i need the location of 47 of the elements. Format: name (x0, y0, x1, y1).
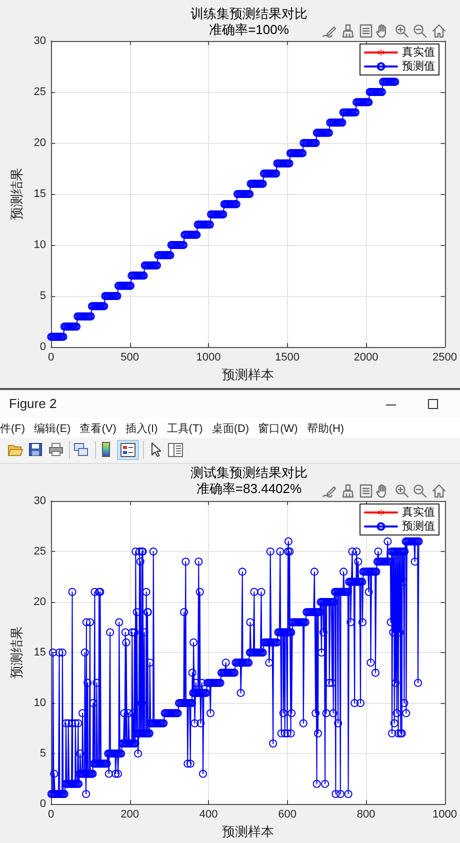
legend-label: 预测值 (402, 520, 435, 532)
text: 桌面(D) (212, 422, 250, 436)
y-axis-title: 预测结果 (8, 168, 24, 220)
x-axis-title: 预测样本 (222, 824, 274, 839)
y-tick-label: 10 (34, 239, 46, 251)
text: 工具(T) (166, 422, 203, 436)
x-tick-label: 0 (48, 352, 54, 364)
chart-subtitle: 准确率=100% (209, 22, 290, 37)
text: 查看(V) (80, 422, 116, 436)
y-axis-title: 预测结果 (8, 626, 24, 679)
text: 帮助(H) (306, 422, 344, 436)
y-tick-label: 20 (34, 137, 46, 149)
legend-label: 预测值 (402, 60, 435, 72)
y-tick-label: 0 (40, 341, 46, 353)
y-tick-label: 30 (34, 495, 46, 507)
legend-label: 真实值 (402, 46, 435, 58)
y-tick-label: 25 (34, 546, 46, 558)
text: 编辑(E) (34, 422, 71, 436)
y-tick-label: 5 (40, 748, 46, 760)
x-tick-label: 400 (199, 808, 218, 821)
caption: Figure 2 (9, 396, 57, 412)
y-tick-label: 25 (34, 86, 46, 98)
x-tick-label: 0 (48, 808, 54, 821)
legend-label: 真实值 (402, 506, 435, 518)
x-tick-label: 1000 (196, 352, 221, 364)
y-tick-label: 10 (34, 697, 46, 710)
x-tick-label: 600 (278, 808, 296, 821)
x-tick-label: 2000 (354, 352, 378, 364)
y-tick-label: 5 (40, 290, 46, 302)
x-tick-label: 800 (356, 808, 376, 821)
chart-subtitle: 准确率=83.4402% (196, 481, 302, 496)
x-tick-label: 1500 (275, 352, 300, 364)
y-tick-label: 0 (40, 798, 46, 810)
x-tick-label: 1000 (432, 808, 458, 821)
y-tick-label: 30 (34, 35, 46, 47)
y-tick-label: 15 (34, 188, 46, 200)
y-tick-label: 15 (34, 646, 46, 659)
x-tick-label: 500 (120, 352, 139, 364)
chart-title: 训练集预测结果对比 (190, 6, 308, 21)
text: 插入(I) (125, 422, 158, 436)
y-tick-label: 20 (34, 596, 46, 608)
x-tick-label: 200 (120, 808, 139, 821)
x-tick-label: 2500 (432, 352, 458, 364)
chart-title: 测试集预测结果对比 (190, 465, 308, 480)
text: 件(F) (0, 422, 26, 436)
text: 窗口(W) (258, 422, 298, 436)
x-axis-title: 预测样本 (222, 366, 274, 382)
